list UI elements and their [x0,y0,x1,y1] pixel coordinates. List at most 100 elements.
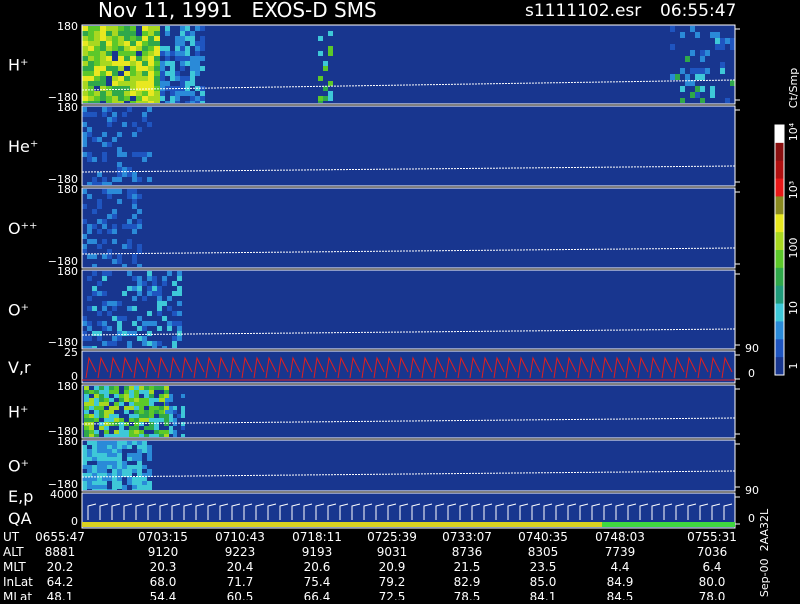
cell: 9031 [377,545,408,559]
spectrum-cell [142,56,148,61]
cell: 0710:43 [215,530,265,544]
spectrum-cell [82,76,88,81]
spectrum-cell [152,346,157,348]
spectrum-cell [100,31,106,36]
spectrum-cell [97,291,102,296]
spectrum-cell [94,66,100,71]
spectrum-cell [100,26,106,31]
spectrum-cell [82,86,88,91]
spectrum-cell [112,76,118,81]
spectrum-cell [97,137,102,142]
spectrum-cell [97,485,102,489]
spectrum-cell [328,31,333,36]
spectrum-cell [137,477,142,481]
spectrum-cell [118,51,124,56]
spectrum-cell [97,457,102,461]
spectrum-cell [104,426,109,430]
cell: 71.7 [227,575,254,589]
spectrum-cell [160,81,165,86]
spectrum-cell [142,485,147,489]
spectrum-cell [92,177,97,182]
cell: 21.5 [454,560,481,574]
spectrum-cell [160,76,165,81]
spectrum-cell [97,445,102,449]
spectrum-cell [160,66,165,71]
spectrum-cell [157,326,162,331]
spectrum-cell [92,445,97,449]
spectrum-cell [685,80,690,86]
spectrum-cell [88,56,94,61]
spectrum-cell [82,473,87,477]
spectrum-cell [92,441,97,445]
spectrum-cell [112,473,117,477]
spectrum-cell [130,91,136,96]
spectrum-cell [104,414,109,418]
spectrum-cell [92,457,97,461]
spectrum-cell [114,394,119,398]
spectrum-cell [84,402,89,406]
spectrum-cell [99,426,104,430]
spectrum-cell [104,434,109,437]
spectrum-cell [102,152,107,157]
colorbar-border [774,124,785,376]
spectrum-cell [680,98,685,103]
spectrum-cell [139,406,144,410]
spectrum-cell [82,477,87,481]
spectrum-cell [139,398,144,402]
spectrum-cell [87,457,92,461]
spectrum-cell [154,36,160,41]
spectrum-cell [97,477,102,481]
spectrum-cell [107,453,112,457]
spectrum-cell [132,481,137,485]
spectrum-cell [84,398,89,402]
colorbar-step [775,321,784,340]
spectrum-cell [149,402,154,406]
spectrum-cell [104,390,109,394]
spectrum-cell [102,441,107,445]
colorbar-step [775,357,784,376]
spectrum-cell [109,422,114,426]
spectrum-cell [107,189,112,194]
spectrum-cell [185,46,190,51]
spectrum-cell [137,127,142,132]
spectrum-cell [700,74,705,80]
spectrum-cell [87,473,92,477]
spectrum-cell [148,76,154,81]
spectrum-cell [92,481,97,485]
panel-label: H⁺ [8,56,28,75]
spectrum-cell [134,418,139,422]
spectrum-cell [159,406,164,410]
spectrum-cell [157,306,162,311]
spectrum-cell [92,469,97,473]
spectrum-cell [112,214,117,219]
spectrum-cell [97,469,102,473]
colorbar-step [775,303,784,322]
spectrum-cell [106,66,112,71]
spectrum-cell [127,441,132,445]
panel-bg [82,351,735,383]
spectrum-cell [715,32,720,38]
spectrum-cell [139,422,144,426]
spectrum-cell [175,36,180,41]
spectrum-cell [137,489,142,490]
spectrum-cell [127,172,132,177]
spectrum-cell [117,465,122,469]
cell: 4.4 [610,560,629,574]
spectrum-cell [92,449,97,453]
spectrum-cell [142,26,148,31]
spectrum-cell [102,224,107,229]
spectrum-cell [142,76,148,81]
spectrum-cell [200,66,205,71]
spectrum-cell [160,86,165,91]
right-tick-label: 0 [748,512,755,525]
cell: 66.4 [304,590,331,600]
spectrum-cell [97,441,102,445]
spectrum-cell [87,296,92,301]
spectrum-cell [118,96,124,101]
spectrum-cell [99,402,104,406]
spectrum-cell [164,386,169,390]
spectrum-cell [82,189,87,194]
spectrum-cell [107,301,112,306]
spectrum-cell [106,46,112,51]
spectrum-cell [180,56,185,61]
